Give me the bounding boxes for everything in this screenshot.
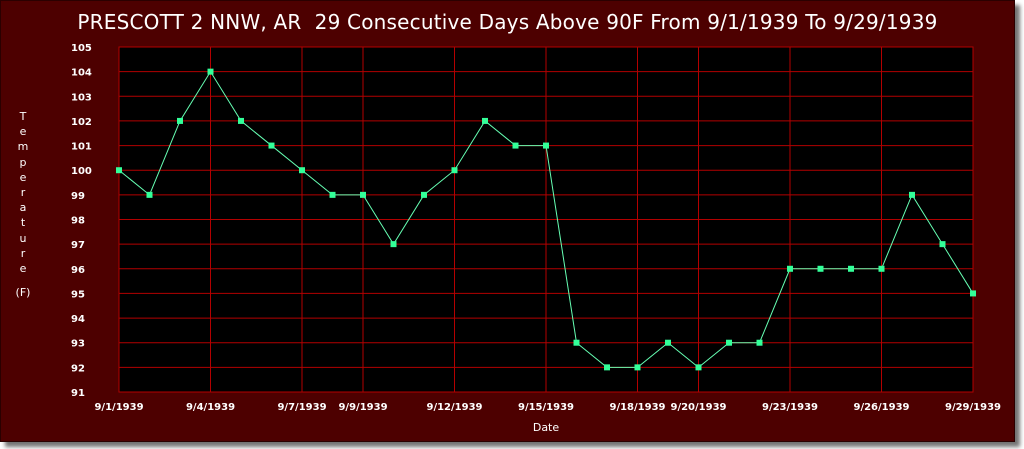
- data-point-marker: [665, 339, 671, 346]
- y-tick-label: 93: [71, 339, 85, 350]
- data-point-marker: [451, 167, 458, 174]
- data-point-marker: [238, 117, 244, 124]
- x-tick-label: 9/4/1939: [186, 402, 235, 413]
- y-axis-title-letter: T: [19, 110, 27, 123]
- x-tick-label: 9/20/1939: [670, 402, 726, 413]
- data-point-marker: [512, 142, 519, 149]
- data-point-marker: [726, 339, 732, 346]
- data-point-marker: [939, 241, 946, 248]
- x-axis-ticks: 9/1/1939 9/4/1939 9/7/1939 9/9/1939 9/12/193…: [94, 402, 1001, 413]
- x-tick-label: 9/18/1939: [609, 402, 665, 413]
- data-point-marker: [177, 117, 183, 124]
- plot-area: 91 92 93 94 95 96 97 98 99 100 101 102 103 104 105 9/1…: [71, 43, 1001, 434]
- data-point-marker: [634, 364, 641, 371]
- data-point-marker: [329, 191, 336, 198]
- y-tick-label: 92: [71, 363, 85, 374]
- data-point-marker: [360, 191, 366, 198]
- grid: [118, 46, 974, 393]
- y-tick-label: 101: [71, 142, 92, 153]
- y-tick-label: 94: [71, 314, 85, 325]
- x-tick-label: 9/29/1939: [945, 402, 1001, 413]
- x-axis-title: Date: [533, 421, 560, 434]
- data-point-marker: [909, 191, 915, 198]
- x-tick-label: 9/15/1939: [518, 402, 574, 413]
- y-tick-label: 95: [71, 289, 85, 300]
- y-tick-label: 91: [71, 388, 85, 399]
- x-tick-label: 9/7/1939: [277, 402, 326, 413]
- data-point-marker: [207, 68, 214, 75]
- y-axis-title-letter: a: [19, 201, 27, 215]
- x-tick-label: 9/9/1939: [338, 402, 387, 413]
- data-point-marker: [146, 191, 153, 198]
- y-tick-label: 99: [71, 191, 85, 202]
- y-axis-title-letter: p: [19, 155, 27, 169]
- data-point-marker: [390, 241, 397, 248]
- data-markers: [116, 68, 976, 371]
- x-tick-label: 9/23/1939: [762, 402, 818, 413]
- y-axis-title-letter: m: [17, 140, 29, 154]
- data-point-marker: [695, 364, 702, 371]
- data-point-marker: [299, 167, 305, 174]
- y-axis-title-letter: e: [19, 125, 27, 139]
- data-point-marker: [878, 265, 885, 272]
- y-axis-title-letter: e: [19, 262, 27, 276]
- data-point-marker: [756, 339, 763, 346]
- data-point-marker: [970, 290, 976, 297]
- x-tick-label: 9/1/1939: [94, 402, 143, 413]
- data-point-marker: [573, 339, 580, 346]
- y-tick-label: 98: [71, 216, 85, 227]
- x-tick-label: 9/12/1939: [426, 402, 482, 413]
- y-axis-unit: (F): [15, 286, 31, 299]
- data-point-marker: [482, 117, 488, 124]
- y-axis-title-letter: e: [19, 170, 27, 184]
- x-tick-label: 9/26/1939: [853, 402, 909, 413]
- y-tick-label: 102: [71, 117, 92, 128]
- y-axis-ticks: 91 92 93 94 95 96 97 98 99 100 101 102 103 104 105: [71, 43, 92, 399]
- y-tick-label: 96: [71, 265, 85, 276]
- y-tick-label: 104: [71, 68, 92, 79]
- y-tick-label: 105: [71, 43, 92, 54]
- y-axis-title-letter: r: [20, 186, 26, 200]
- y-axis-title-letter: r: [20, 246, 26, 260]
- data-point-marker: [604, 364, 610, 371]
- chart-title: PRESCOTT 2 NNW, AR 29 Consecutive Days A…: [77, 10, 938, 34]
- data-point-marker: [116, 167, 122, 174]
- y-axis-title-letter: t: [20, 216, 26, 230]
- y-tick-label: 100: [71, 166, 92, 177]
- data-point-marker: [848, 265, 854, 272]
- data-point-marker: [268, 142, 275, 149]
- data-point-marker: [421, 191, 427, 198]
- y-tick-label: 97: [71, 240, 85, 251]
- data-point-marker: [817, 265, 824, 272]
- data-point-marker: [543, 142, 549, 149]
- y-axis-title-letter: u: [19, 231, 27, 245]
- data-point-marker: [787, 265, 793, 272]
- chart-frame: PRESCOTT 2 NNW, AR 29 Consecutive Days A…: [0, 0, 1015, 442]
- y-tick-label: 103: [71, 92, 92, 103]
